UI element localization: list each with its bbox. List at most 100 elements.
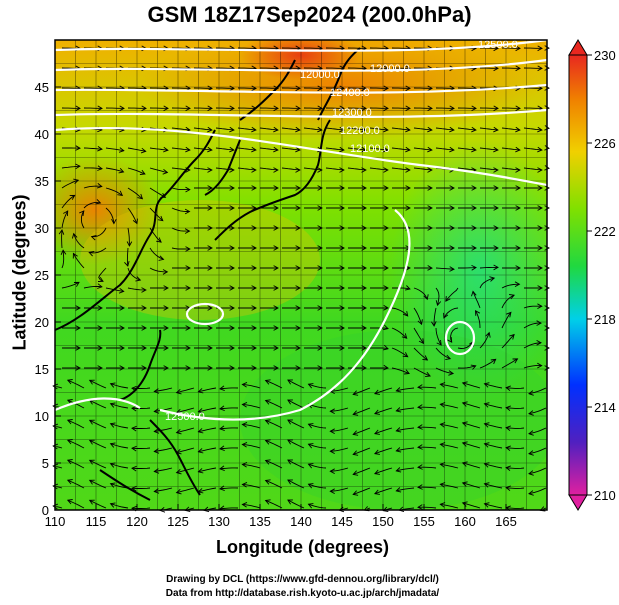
streamline [61, 281, 80, 289]
streamline-arrow [273, 167, 279, 173]
streamline [193, 167, 212, 171]
y-tick-label: 0 [42, 503, 49, 518]
streamline-arrow [295, 146, 301, 153]
streamline-arrow [537, 225, 543, 231]
streamline-arrow [493, 126, 499, 133]
streamline-arrow [417, 464, 423, 470]
streamline-arrow [287, 419, 293, 425]
streamline [417, 406, 437, 409]
x-tick-label: 130 [208, 514, 230, 529]
streamline [325, 127, 344, 131]
streamline [193, 147, 212, 151]
streamline-arrow [449, 146, 455, 153]
streamline [56, 486, 63, 489]
streamline [391, 127, 410, 131]
streamline-arrow [352, 430, 359, 436]
streamline-arrow [515, 146, 521, 153]
streamline [56, 446, 63, 449]
streamline [242, 403, 261, 409]
streamline [353, 387, 371, 395]
streamline [417, 386, 437, 389]
streamline-arrow [427, 126, 433, 133]
streamline-arrow [317, 205, 323, 211]
streamline-arrow [141, 325, 147, 331]
streamline [523, 305, 542, 309]
x-tick-label: 165 [495, 514, 517, 529]
streamline-arrow [184, 208, 191, 215]
streamline-arrow [295, 325, 301, 331]
streamline-arrow [111, 218, 117, 225]
streamline-arrow [219, 465, 225, 472]
streamline-arrow [490, 358, 497, 365]
streamline-arrow [207, 345, 213, 351]
streamline [417, 446, 437, 449]
streamline-arrow [307, 503, 314, 509]
streamline [484, 403, 503, 409]
streamline-arrow [449, 205, 455, 211]
streamline [501, 294, 515, 309]
streamline [506, 487, 525, 489]
streamline [462, 462, 481, 469]
streamline-arrow [317, 105, 323, 112]
streamline-arrow [118, 168, 125, 174]
x-tick-label: 155 [413, 514, 435, 529]
streamline [83, 167, 103, 170]
contour-label: 12000.0 [300, 69, 340, 81]
streamline-arrow [88, 419, 95, 425]
streamline [110, 503, 129, 509]
streamline-arrow [52, 463, 59, 470]
streamline-arrow [109, 482, 116, 488]
streamline-arrow [66, 499, 73, 505]
streamline-arrow [131, 465, 137, 472]
streamline-arrow [295, 285, 301, 291]
streamline-arrow [528, 410, 534, 416]
colorbar-tick-label: 218 [594, 312, 616, 327]
streamline-arrow [505, 485, 511, 491]
contour-label: 12100.0 [350, 143, 390, 155]
streamline [440, 463, 459, 469]
streamline-arrow [493, 205, 499, 211]
streamline-arrow [405, 167, 411, 173]
colorbar-tick-label: 226 [594, 136, 616, 151]
streamline [149, 167, 168, 173]
streamline [528, 407, 547, 415]
streamline-arrow [52, 443, 59, 450]
streamline [330, 387, 349, 392]
streamline [89, 439, 107, 449]
streamline-arrow [528, 390, 534, 396]
streamline [353, 487, 371, 495]
streamline [475, 310, 481, 329]
streamline [67, 379, 85, 389]
streamline [242, 383, 261, 389]
streamline [440, 403, 459, 409]
streamline [413, 347, 428, 361]
streamline-arrow [470, 364, 477, 370]
streamline-arrow [141, 305, 147, 311]
streamline-arrow [395, 387, 402, 393]
streamline [528, 467, 547, 475]
streamline-arrow [439, 382, 446, 388]
streamline [347, 147, 366, 151]
streamline-arrow [483, 382, 490, 388]
streamline [479, 358, 496, 369]
streamline-arrow [126, 241, 133, 247]
streamline [440, 483, 459, 489]
streamline-arrow [139, 169, 146, 175]
streamline [369, 147, 388, 151]
streamline-arrow [383, 225, 389, 231]
wind-streamlines [52, 45, 550, 513]
streamline [176, 427, 195, 434]
streamline-arrow [141, 365, 147, 371]
streamline [523, 147, 542, 151]
streamline-arrow [97, 165, 103, 171]
streamline-arrow [207, 285, 213, 291]
streamline-arrow [383, 205, 389, 211]
streamline-arrow [483, 442, 490, 448]
streamline-arrow [58, 229, 65, 235]
streamline [413, 307, 423, 325]
streamline [528, 487, 547, 495]
streamline [89, 499, 107, 509]
streamline-arrow [461, 441, 468, 447]
streamline-arrow [295, 85, 301, 92]
streamline [131, 407, 151, 409]
